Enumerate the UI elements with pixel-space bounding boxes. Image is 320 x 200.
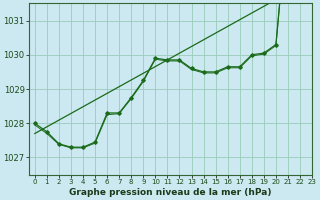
X-axis label: Graphe pression niveau de la mer (hPa): Graphe pression niveau de la mer (hPa) [69,188,272,197]
